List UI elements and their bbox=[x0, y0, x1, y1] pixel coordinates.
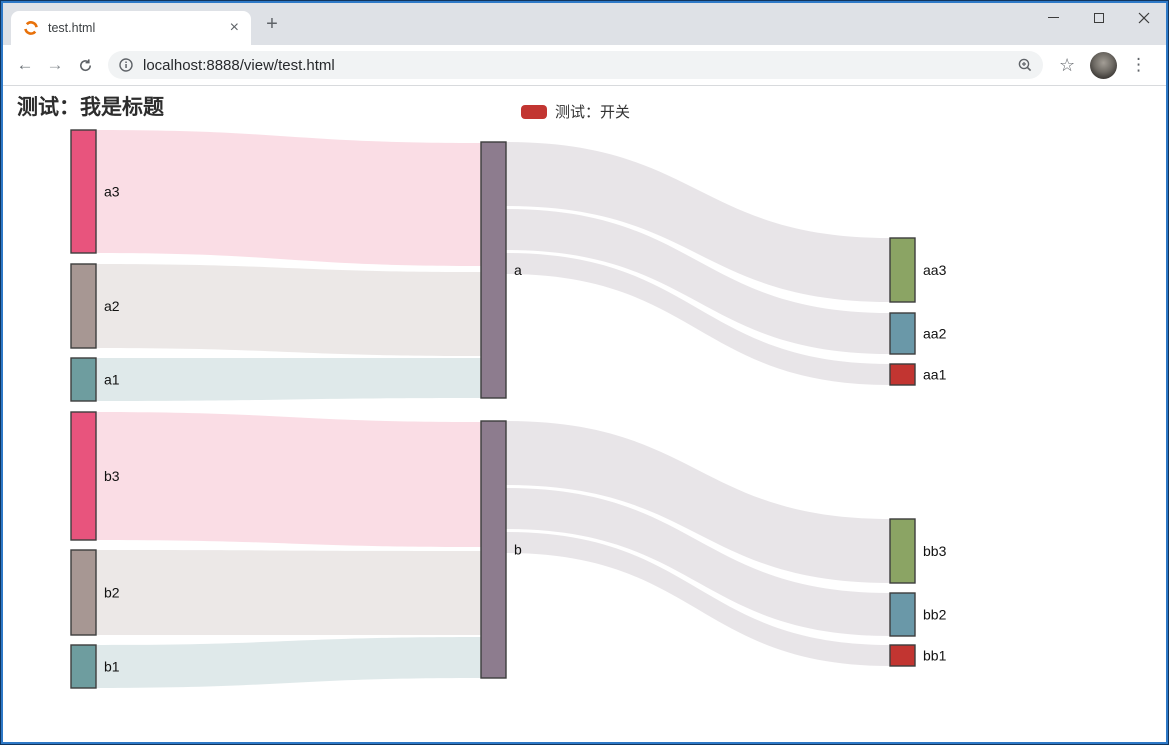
sankey-label-a: a bbox=[514, 262, 522, 278]
sankey-link-a-aa1[interactable] bbox=[506, 253, 890, 385]
sankey-label-a3: a3 bbox=[104, 184, 120, 200]
forward-button[interactable]: → bbox=[46, 55, 64, 74]
sankey-node-a3[interactable] bbox=[70, 129, 97, 254]
reload-button[interactable] bbox=[70, 55, 100, 75]
sankey-label-b: b bbox=[514, 542, 522, 558]
page-favicon-icon bbox=[23, 20, 39, 36]
sankey-node-a1[interactable] bbox=[70, 357, 97, 402]
sankey-node-b2[interactable] bbox=[70, 549, 97, 636]
sankey-label-a1: a1 bbox=[104, 372, 120, 388]
browser-tab[interactable]: test.html × bbox=[11, 11, 251, 45]
maximize-icon bbox=[1093, 12, 1104, 23]
url-text[interactable]: localhost:8888/view/test.html bbox=[143, 56, 335, 74]
back-button[interactable]: ← bbox=[16, 55, 34, 74]
browser-menu-icon[interactable]: ⋮ bbox=[1130, 55, 1148, 74]
window-controls bbox=[1031, 3, 1166, 32]
tab-strip: test.html × + bbox=[3, 3, 1166, 45]
sankey-label-aa1: aa1 bbox=[923, 367, 947, 383]
reload-icon bbox=[79, 59, 91, 72]
sankey-link-b-bb1[interactable] bbox=[506, 532, 890, 666]
sankey-label-bb1: bb1 bbox=[923, 648, 947, 664]
tab-title: test.html bbox=[48, 21, 96, 35]
sankey-label-b3: b3 bbox=[104, 468, 120, 484]
sankey-label-a2: a2 bbox=[104, 298, 120, 314]
minimize-icon bbox=[1048, 17, 1059, 18]
sankey-node-b3[interactable] bbox=[70, 411, 97, 541]
sankey-label-b1: b1 bbox=[104, 659, 120, 675]
sankey-link-a3-a[interactable] bbox=[96, 130, 481, 266]
sankey-node-aa1[interactable] bbox=[889, 363, 916, 386]
zoom-icon[interactable] bbox=[1017, 57, 1033, 73]
legend-item[interactable]: 测试：开关 bbox=[521, 101, 630, 122]
window-close-button[interactable] bbox=[1121, 3, 1166, 32]
sankey-link-b3-b[interactable] bbox=[96, 412, 481, 547]
profile-avatar[interactable] bbox=[1090, 51, 1118, 79]
sankey-label-bb2: bb2 bbox=[923, 607, 947, 623]
legend-label[interactable]: 测试：开关 bbox=[555, 104, 631, 121]
legend-swatch[interactable] bbox=[521, 104, 547, 119]
sankey-label-aa3: aa3 bbox=[923, 262, 947, 278]
sankey-node-a2[interactable] bbox=[70, 263, 97, 349]
tab-close-icon[interactable]: × bbox=[229, 19, 239, 36]
sankey-node-a[interactable] bbox=[480, 141, 507, 399]
page-title: 测试：我是标题 bbox=[17, 96, 164, 119]
sankey-link-b-bb2[interactable] bbox=[506, 488, 890, 636]
sankey-label-aa2: aa2 bbox=[923, 326, 947, 342]
sankey-link-a2-a[interactable] bbox=[96, 264, 481, 356]
page-content: 测试：我是标题 测试：开关 a3 a2 a1 a aa3 aa2 aa1 b3 b2 b1 b bb3… bbox=[3, 86, 1166, 742]
sankey-link-a-aa2[interactable] bbox=[506, 209, 890, 354]
window-maximize-button[interactable] bbox=[1076, 3, 1121, 32]
sankey-label-bb3: bb3 bbox=[923, 543, 947, 559]
sankey-node-b1[interactable] bbox=[70, 644, 97, 689]
sankey-node-b[interactable] bbox=[480, 420, 507, 679]
sankey-node-bb1[interactable] bbox=[889, 644, 916, 667]
sankey-node-aa3[interactable] bbox=[889, 237, 916, 303]
site-info-icon[interactable] bbox=[118, 57, 134, 73]
sankey-link-b2-b[interactable] bbox=[96, 550, 481, 635]
browser-toolbar: ← → localhost:8888/view/test.html bbox=[3, 45, 1166, 86]
sankey-link-a1-a[interactable] bbox=[96, 358, 481, 401]
sankey-chart: a3 a2 a1 a aa3 aa2 aa1 b3 b2 b1 b bb3 bb2 bb1 bbox=[70, 129, 947, 689]
new-tab-button[interactable]: + bbox=[266, 13, 278, 35]
sankey-node-aa2[interactable] bbox=[889, 312, 916, 355]
sankey-link-b-bb3[interactable] bbox=[506, 421, 890, 583]
close-icon bbox=[1138, 12, 1149, 23]
bookmark-star-icon[interactable]: ☆ bbox=[1059, 54, 1076, 75]
sankey-link-b1-b[interactable] bbox=[96, 637, 481, 688]
sankey-node-bb3[interactable] bbox=[889, 518, 916, 584]
address-bar[interactable]: localhost:8888/view/test.html bbox=[108, 51, 1043, 79]
sankey-label-b2: b2 bbox=[104, 585, 120, 601]
sankey-link-a-aa3[interactable] bbox=[506, 142, 890, 302]
window-minimize-button[interactable] bbox=[1031, 3, 1076, 32]
sankey-node-bb2[interactable] bbox=[889, 592, 916, 637]
